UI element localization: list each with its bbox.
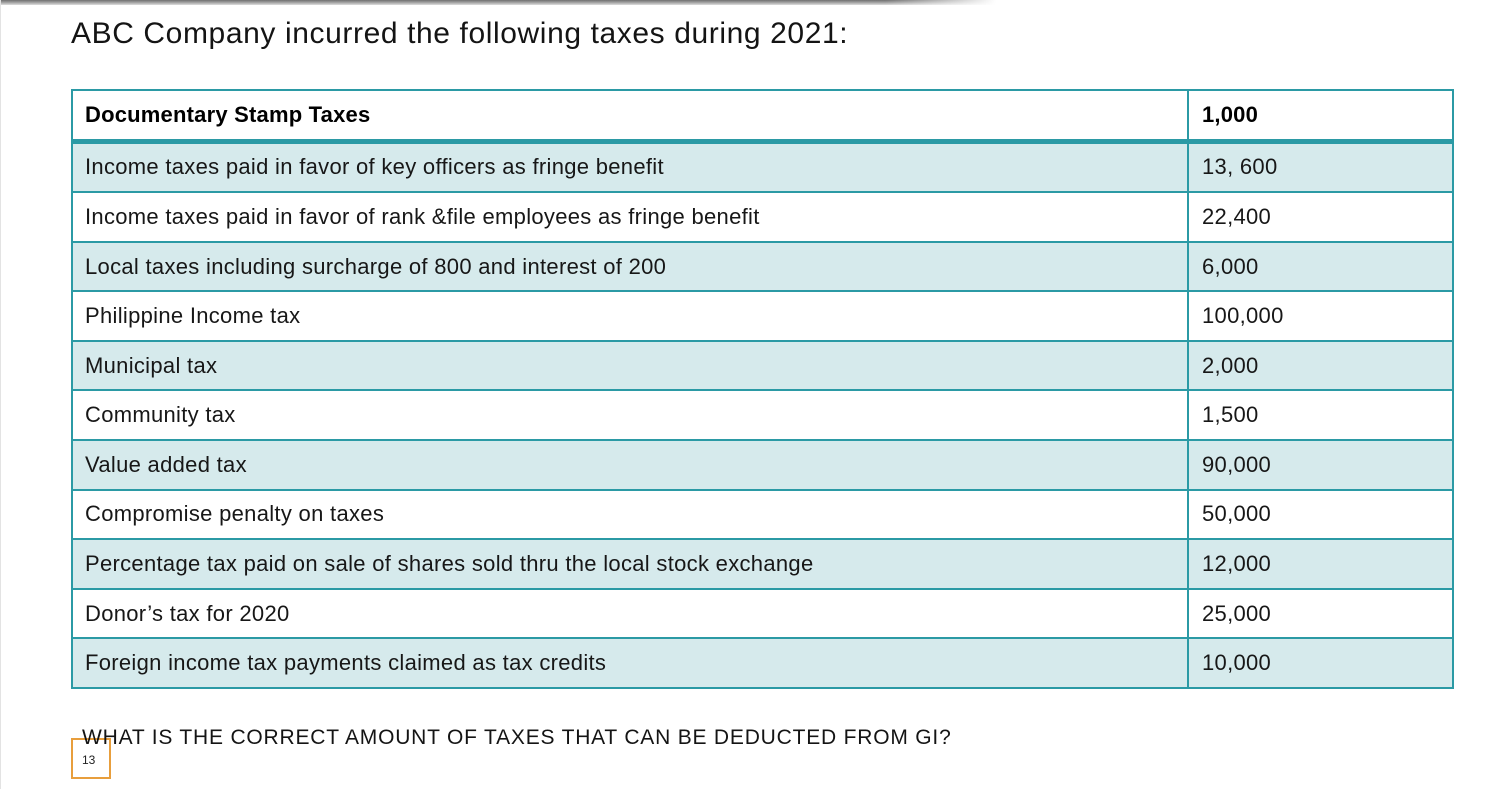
tax-value: 10,000 [1202,650,1272,676]
table-row: Value added tax 90,000 [73,439,1452,489]
tax-table: Documentary Stamp Taxes 1,000 Income tax… [71,89,1454,689]
table-row: Percentage tax paid on sale of shares so… [73,538,1452,588]
tax-value: 25,000 [1202,600,1272,626]
table-header-row: Documentary Stamp Taxes 1,000 [73,91,1452,142]
tax-label: Compromise penalty on taxes [73,490,1189,539]
table-header-value: 1,000 [1202,101,1259,127]
tax-label: Income taxes paid in favor of rank &file… [73,193,1189,241]
tax-value: 13, 600 [1202,154,1278,180]
tax-label: Community tax [73,391,1189,440]
slide-title: ABC Company incurred the following taxes… [71,17,849,50]
tax-label: Value added tax [73,441,1189,489]
tax-label: Donor’s tax for 2020 [73,589,1189,638]
tax-value: 6,000 [1202,253,1259,279]
slide-number-box: 13 [71,738,111,779]
tax-label: Income taxes paid in favor of key office… [73,143,1189,192]
tax-label: Philippine Income tax [73,292,1189,340]
slide-number: 13 [82,753,96,767]
tax-label: Percentage tax paid on sale of shares so… [73,540,1189,588]
tax-value: 1,500 [1202,402,1259,428]
tax-value: 12,000 [1202,550,1272,576]
tax-label: Local taxes including surcharge of 800 a… [73,242,1189,291]
table-row: Philippine Income tax 100,000 [73,290,1452,340]
table-row: Income taxes paid in favor of key office… [73,141,1452,192]
table-row: Donor’s tax for 2020 25,000 [73,587,1452,638]
tax-value: 22,400 [1202,203,1272,229]
table-row: Community tax 1,500 [73,389,1452,440]
table-row: Local taxes including surcharge of 800 a… [73,240,1452,291]
question-text: WHAT IS THE CORRECT AMOUNT OF TAXES THAT… [82,726,952,749]
tax-value: 100,000 [1202,303,1284,329]
table-row: Income taxes paid in favor of rank &file… [73,191,1452,241]
table-row: Compromise penalty on taxes 50,000 [73,488,1452,539]
table-header-label: Documentary Stamp Taxes [73,91,1189,139]
tax-label: Foreign income tax payments claimed as t… [73,639,1189,687]
tax-value: 2,000 [1202,352,1259,378]
tax-value: 90,000 [1202,451,1272,477]
tax-label: Municipal tax [73,341,1189,390]
table-row: Foreign income tax payments claimed as t… [73,637,1452,687]
window-shadow-strip [1,0,1006,5]
tax-value: 50,000 [1202,501,1272,527]
table-row: Municipal tax 2,000 [73,339,1452,390]
